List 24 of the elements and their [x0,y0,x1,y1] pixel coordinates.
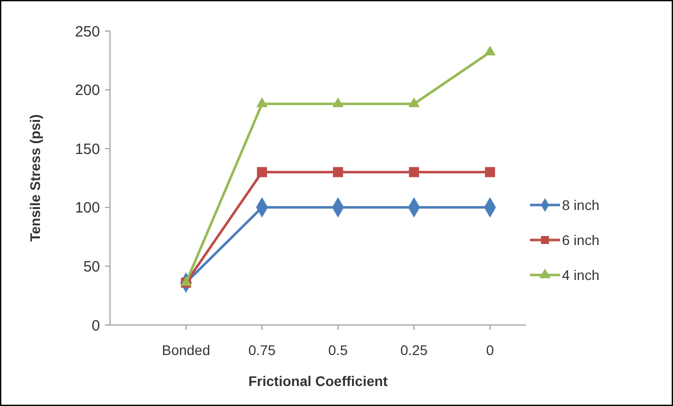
y-tick-label: 100 [74,200,100,217]
x-axis-title: Frictional Coefficient [248,373,388,389]
y-tick-label: 150 [74,140,100,158]
point [484,167,496,178]
point [408,167,420,178]
legend-label: 6 inch [562,232,600,248]
legend-label: 8 inch [562,196,600,213]
x-tick-label: 0.25 [400,342,428,358]
x-tick-label: 0.75 [248,342,276,358]
y-tick-label: 0 [92,317,100,334]
y-tick-label: 50 [83,258,100,276]
y-axis-title: Tensile Stress (psi) [27,114,43,242]
point [256,97,268,108]
y-tick-label: 250 [74,23,100,40]
x-tick-label: 0.5 [328,342,348,358]
x-tick-label: Bonded [162,342,210,358]
y-tick-label: 200 [74,82,100,100]
point [484,46,496,56]
x-tick-label: 0 [486,342,494,358]
point [332,167,344,178]
point [256,167,268,178]
point [408,97,420,108]
point [332,97,344,108]
legend-label: 4 inch [562,266,600,283]
